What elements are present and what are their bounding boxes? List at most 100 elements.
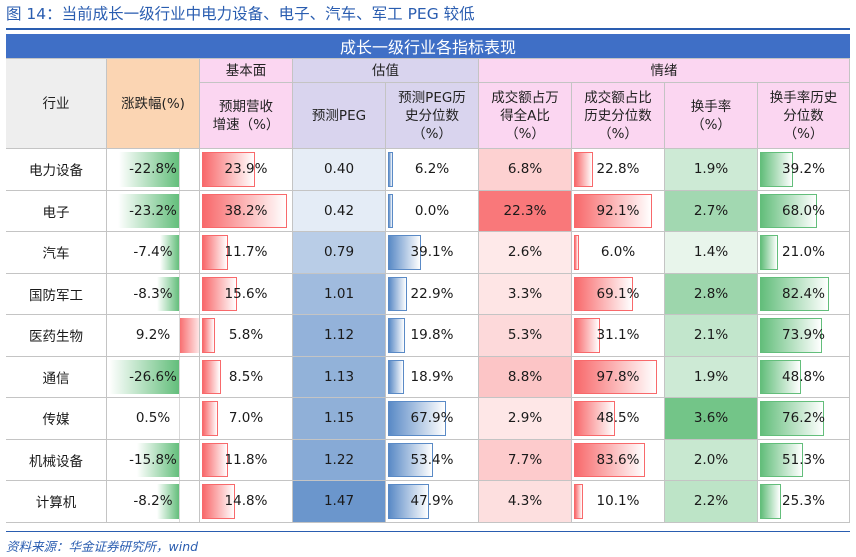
heat-fill-peg (293, 398, 385, 439)
table-cell-peg-pct: 39.1% (386, 232, 479, 274)
table-cell-turnover-rate-pct: 68.0% (758, 190, 850, 232)
table-cell-peg-pct: 53.4% (386, 439, 479, 481)
table-cell-turnover-share: 22.3% (479, 190, 572, 232)
data-bar-revenue-growth (202, 318, 215, 353)
data-bar-revenue-growth (202, 152, 256, 187)
cell-value-industry: 医药生物 (29, 329, 83, 346)
data-bar-turnover-share-pct (574, 401, 616, 436)
table-cell-change: -8.3% (107, 273, 200, 315)
data-bar-revenue-growth (202, 401, 218, 436)
column-header-peg-pct-text-line: 史分位数 (404, 107, 459, 124)
heat-fill-turnover-share (479, 149, 571, 190)
cell-value-turnover-share-pct: 97.8% (596, 368, 640, 385)
cell-value-revenue-growth: 15.6% (224, 285, 268, 302)
change-bar-negative (157, 276, 179, 311)
column-header-peg: 预测PEG (293, 83, 386, 149)
column-header-turnover-rate-text-line: （%） (691, 116, 731, 133)
cell-value-peg-pct: 18.9% (410, 368, 454, 385)
cell-value-turnover-rate: 1.4% (693, 244, 729, 261)
cell-value-peg-pct: 19.8% (410, 327, 454, 344)
heat-fill-turnover-rate (665, 315, 757, 356)
table-cell-turnover-share-pct: 48.5% (572, 398, 665, 440)
cell-value-peg: 0.42 (323, 202, 355, 219)
cell-value-turnover-rate-pct: 39.2% (782, 161, 825, 178)
table-cell-turnover-share-pct: 6.0% (572, 232, 665, 274)
table-cell-turnover-rate-pct: 82.4% (758, 273, 850, 315)
data-bar-revenue-growth (202, 235, 229, 270)
table-cell-change: -23.2% (107, 190, 200, 232)
cell-value-peg: 0.40 (323, 161, 355, 178)
change-zero-axis (179, 356, 180, 397)
cell-value-turnover-share: 5.3% (507, 327, 543, 344)
data-bar-peg-pct (388, 359, 405, 394)
table-cell-change: -15.8% (107, 439, 200, 481)
table-cell-turnover-share: 3.3% (479, 273, 572, 315)
table-cell-change: -8.2% (107, 481, 200, 523)
heat-fill-turnover-share (479, 232, 571, 273)
table-cell-change: -22.8% (107, 149, 200, 191)
cell-value-revenue-growth: 14.8% (224, 493, 268, 510)
heat-fill-peg (293, 356, 385, 397)
change-zero-axis (179, 481, 180, 522)
column-header-turnover-rate: 换手率 （%） (665, 83, 758, 149)
table-cell-peg-pct: 19.8% (386, 315, 479, 357)
column-header-turnover-rate-text-line: 换手率 (690, 98, 732, 115)
table-cell-industry: 电力设备 (6, 149, 107, 191)
heat-fill-turnover-share (479, 315, 571, 356)
cell-value-turnover-rate-pct: 25.3% (782, 493, 825, 510)
heat-fill-peg (293, 439, 385, 480)
table-cell-turnover-share: 2.6% (479, 232, 572, 274)
table-cell-turnover-rate: 2.0% (665, 439, 758, 481)
cell-value-turnover-share-pct: 31.1% (596, 327, 640, 344)
column-header-turnover-share-pct-text-line: 历史分位数 (584, 107, 652, 124)
heat-fill-peg (293, 315, 385, 356)
table-cell-turnover-rate-pct: 51.3% (758, 439, 850, 481)
table-cell-turnover-share: 8.8% (479, 356, 572, 398)
column-header-revenue-growth-text-line: 增速（%） (212, 116, 280, 133)
table-cell-peg-pct: 18.9% (386, 356, 479, 398)
column-header-peg-pct-text-line: 预测PEG历 (398, 89, 466, 106)
table-cell-peg-pct: 67.9% (386, 398, 479, 440)
heat-fill-turnover-rate (665, 273, 757, 314)
cell-value-peg: 1.01 (323, 285, 355, 302)
cell-value-peg: 1.22 (323, 451, 355, 468)
cell-value-turnover-share: 4.3% (507, 493, 543, 510)
change-zero-axis (179, 398, 180, 439)
data-bar-turnover-rate-pct (760, 235, 778, 270)
cell-value-industry: 汽车 (42, 246, 70, 263)
column-header-turnover-share-text: 成交额占万 得全A比 （%） (491, 89, 559, 143)
data-bar-peg-pct (388, 152, 394, 187)
cell-value-peg-pct: 67.9% (410, 410, 454, 427)
cell-value-turnover-share-pct: 6.0% (600, 244, 636, 261)
column-header-change: 涨跌幅(%) (107, 59, 200, 149)
data-bar-revenue-growth (202, 193, 287, 228)
data-bar-revenue-growth (202, 359, 221, 394)
column-header-turnover-rate-pct-text-line: 换手率历史 (769, 89, 838, 106)
cell-value-turnover-rate-pct: 76.2% (782, 410, 825, 427)
table-cell-change: -7.4% (107, 232, 200, 274)
source-note: 资料来源：华金证券研究所，wind (6, 539, 199, 554)
heat-fill-turnover-share (479, 398, 571, 439)
data-bar-turnover-rate-pct (760, 401, 824, 436)
table-cell-revenue-growth: 7.0% (200, 398, 293, 440)
cell-value-turnover-rate-pct: 68.0% (782, 202, 825, 219)
column-header-peg-pct-text-line: （%） (412, 125, 452, 142)
cell-value-turnover-rate: 2.8% (693, 285, 729, 302)
cell-value-turnover-share-pct: 10.1% (596, 493, 640, 510)
cell-value-revenue-growth: 7.0% (228, 410, 264, 427)
table-cell-peg: 1.01 (293, 273, 386, 315)
column-header-turnover-share-text-line: 成交额占万 (491, 89, 559, 106)
cell-value-peg-pct: 39.1% (410, 244, 454, 261)
cell-value-turnover-share: 2.9% (507, 410, 543, 427)
cell-value-turnover-share: 22.3% (503, 202, 547, 219)
data-bar-turnover-share-pct (574, 152, 594, 187)
cell-value-peg-pct: 47.9% (410, 493, 454, 510)
group-sentiment-label: 情绪 (650, 62, 678, 79)
column-header-revenue-growth-text: 预期营收 增速（%） (213, 98, 280, 134)
cell-value-turnover-rate: 1.9% (693, 161, 729, 178)
heat-fill-peg (293, 232, 385, 273)
table-cell-turnover-share-pct: 31.1% (572, 315, 665, 357)
cell-value-industry: 计算机 (35, 495, 77, 512)
column-header-turnover-share-pct: 成交额占比 历史分位数 （%） (572, 83, 665, 149)
table-cell-peg: 0.40 (293, 149, 386, 191)
